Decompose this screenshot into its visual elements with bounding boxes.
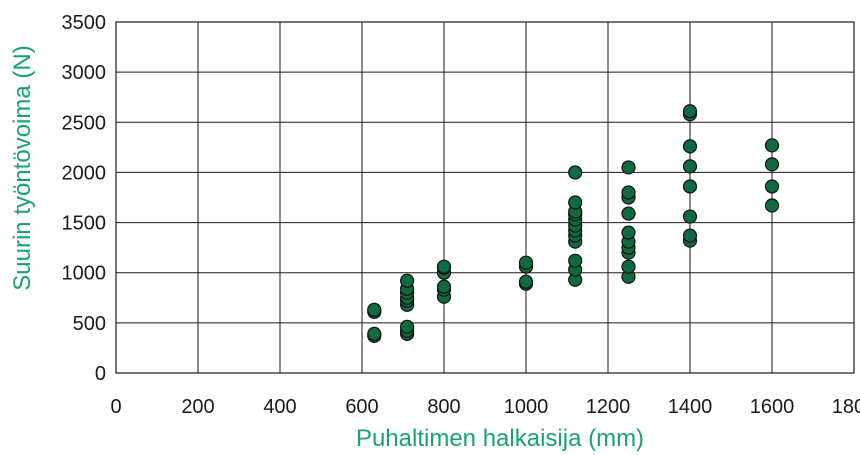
data-point — [682, 179, 698, 194]
data-point — [682, 228, 698, 243]
y-tick-label: 500 — [73, 313, 106, 335]
y-tick-label: 3500 — [62, 12, 107, 34]
x-tick-label: 1000 — [504, 396, 549, 418]
y-axis-title: Suurin työntövoima (N) — [9, 45, 36, 290]
data-point — [764, 198, 780, 213]
data-point — [764, 157, 780, 172]
y-tick-label: 0 — [95, 363, 106, 385]
data-point — [621, 185, 636, 200]
data-point — [682, 139, 698, 154]
x-tick-label: 400 — [263, 396, 296, 418]
grid — [115, 21, 855, 374]
y-tick-label: 2500 — [62, 112, 107, 134]
data-point — [568, 195, 583, 210]
x-axis-title: Puhaltimen halkaisija (mm) — [356, 425, 644, 452]
data-point — [400, 319, 415, 334]
data-point — [436, 259, 452, 274]
data-point — [621, 206, 636, 221]
data-point — [518, 274, 534, 289]
data-point — [400, 273, 415, 288]
data-point — [682, 159, 698, 174]
data-point — [764, 179, 780, 194]
data-point — [621, 259, 636, 274]
data-point — [367, 302, 382, 317]
x-tick-label: 600 — [345, 396, 378, 418]
data-point — [682, 209, 698, 224]
data-points — [367, 104, 780, 343]
data-point — [367, 326, 382, 341]
data-point — [568, 165, 583, 180]
data-point — [682, 104, 698, 119]
y-tick-label: 3000 — [62, 62, 107, 84]
x-tick-label: 800 — [427, 396, 460, 418]
plot-frame — [115, 21, 855, 374]
x-tick-label: 1400 — [668, 396, 713, 418]
y-tick-label: 2000 — [62, 162, 107, 184]
data-point — [764, 138, 780, 153]
data-point — [621, 160, 636, 175]
x-tick-label: 1600 — [750, 396, 795, 418]
y-tick-label: 1500 — [62, 213, 107, 235]
data-point — [436, 279, 452, 294]
x-tick-label: 0 — [110, 396, 121, 418]
y-tick-label: 1000 — [62, 263, 107, 285]
y-tick-labels: 0 500 1000 1500 2000 2500 3000 3500 — [62, 12, 107, 385]
data-point — [518, 255, 534, 270]
x-tick-label: 200 — [181, 396, 214, 418]
x-tick-label: 1200 — [586, 396, 631, 418]
data-point — [568, 253, 583, 268]
data-point — [621, 225, 636, 240]
